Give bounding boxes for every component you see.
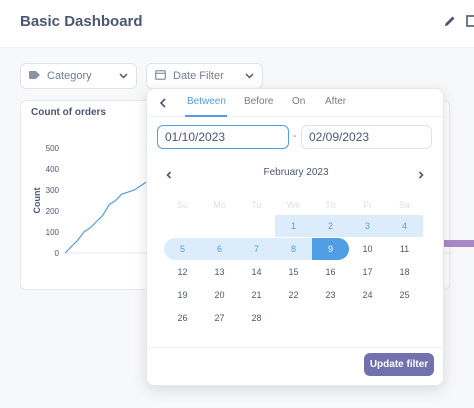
calendar-day[interactable]: 23 <box>325 290 336 300</box>
chevron-down-icon <box>119 70 128 82</box>
prev-month-icon[interactable] <box>163 168 175 180</box>
calendar-day[interactable]: 25 <box>399 290 410 300</box>
calendar-day[interactable]: 3 <box>349 215 386 237</box>
calendar-day[interactable]: 18 <box>399 267 410 277</box>
calendar-day[interactable]: 6 <box>201 238 238 260</box>
category-filter-button[interactable]: Category <box>20 63 137 89</box>
active-tab-indicator <box>185 115 227 117</box>
tab-on[interactable]: On <box>292 96 306 107</box>
month-title: February 2023 <box>263 167 329 178</box>
tab-between[interactable]: Between <box>187 96 226 107</box>
calendar-day[interactable]: 13 <box>214 267 225 277</box>
calendar-day[interactable]: 15 <box>288 267 299 277</box>
calendar-day[interactable]: 27 <box>214 313 225 323</box>
start-date-input[interactable]: 01/10/2023 <box>157 125 289 149</box>
calendar-day[interactable]: 26 <box>177 313 188 323</box>
date-filter-button[interactable]: Date Filter <box>146 63 263 89</box>
weekday-label: Tu <box>251 200 262 210</box>
update-filter-button[interactable]: Update filter <box>364 353 434 376</box>
y-tick-label: 300 <box>46 186 60 195</box>
date-separator: - <box>293 130 297 142</box>
weekday-label: Fr <box>363 200 372 210</box>
weekday-label: Mo <box>213 200 226 210</box>
weekday-label: We <box>286 200 301 210</box>
dashboard-header: Basic Dashboard <box>0 0 474 48</box>
weekday-label: Sa <box>398 200 410 210</box>
calendar-day[interactable]: 16 <box>325 267 336 277</box>
tag-icon <box>29 70 40 82</box>
y-axis-label: Count <box>32 188 42 214</box>
weekday-label: Th <box>325 200 336 210</box>
y-tick-label: 500 <box>46 144 60 153</box>
calendar-day[interactable]: 8 <box>275 238 312 260</box>
calendar-day[interactable]: 10 <box>362 244 373 254</box>
y-tick-label: 400 <box>46 165 60 174</box>
calendar-day[interactable]: 7 <box>238 238 275 260</box>
series-bar <box>444 240 474 247</box>
calendar-day[interactable]: 19 <box>177 290 188 300</box>
pencil-icon[interactable] <box>443 14 459 30</box>
weekday-label: Su <box>176 200 188 210</box>
calendar-day[interactable]: 24 <box>362 290 373 300</box>
date-filter-popover: Between Before On After 01/10/2023 - 02/… <box>146 88 445 386</box>
card-title: Count of orders <box>31 107 106 118</box>
y-tick-label: 0 <box>55 249 60 258</box>
calendar-day[interactable]: 1 <box>275 215 312 237</box>
calendar-day[interactable]: 17 <box>362 267 373 277</box>
series-line <box>64 181 148 254</box>
calendar-day[interactable]: 20 <box>214 290 225 300</box>
calendar-day[interactable]: 9 <box>312 238 349 260</box>
calendar-day[interactable]: 12 <box>177 267 188 277</box>
tab-after[interactable]: After <box>325 96 347 107</box>
calendar-day[interactable]: 2 <box>312 215 349 237</box>
calendar-day[interactable]: 4 <box>386 215 423 237</box>
calendar-day[interactable]: 5 <box>164 238 201 260</box>
calendar-icon <box>155 69 166 83</box>
calendar-day[interactable]: 28 <box>251 313 262 323</box>
back-chevron-icon[interactable] <box>157 96 169 108</box>
category-filter-label: Category <box>47 70 92 82</box>
calendar-day[interactable]: 22 <box>288 290 299 300</box>
tab-before[interactable]: Before <box>244 96 274 107</box>
y-tick-label: 100 <box>46 228 60 237</box>
chevron-down-icon <box>245 70 254 82</box>
popover-divider <box>147 347 445 348</box>
calendar-day[interactable]: 21 <box>251 290 262 300</box>
calendar-day[interactable]: 14 <box>251 267 262 277</box>
share-icon[interactable] <box>466 14 474 30</box>
date-filter-label: Date Filter <box>173 70 224 82</box>
end-date-input[interactable]: 02/09/2023 <box>301 125 432 149</box>
page-title: Basic Dashboard <box>20 13 143 30</box>
calendar-day[interactable]: 11 <box>399 244 410 254</box>
next-month-icon[interactable] <box>415 168 427 180</box>
y-tick-label: 200 <box>46 207 60 216</box>
operator-tabs: Between Before On After <box>147 89 445 117</box>
